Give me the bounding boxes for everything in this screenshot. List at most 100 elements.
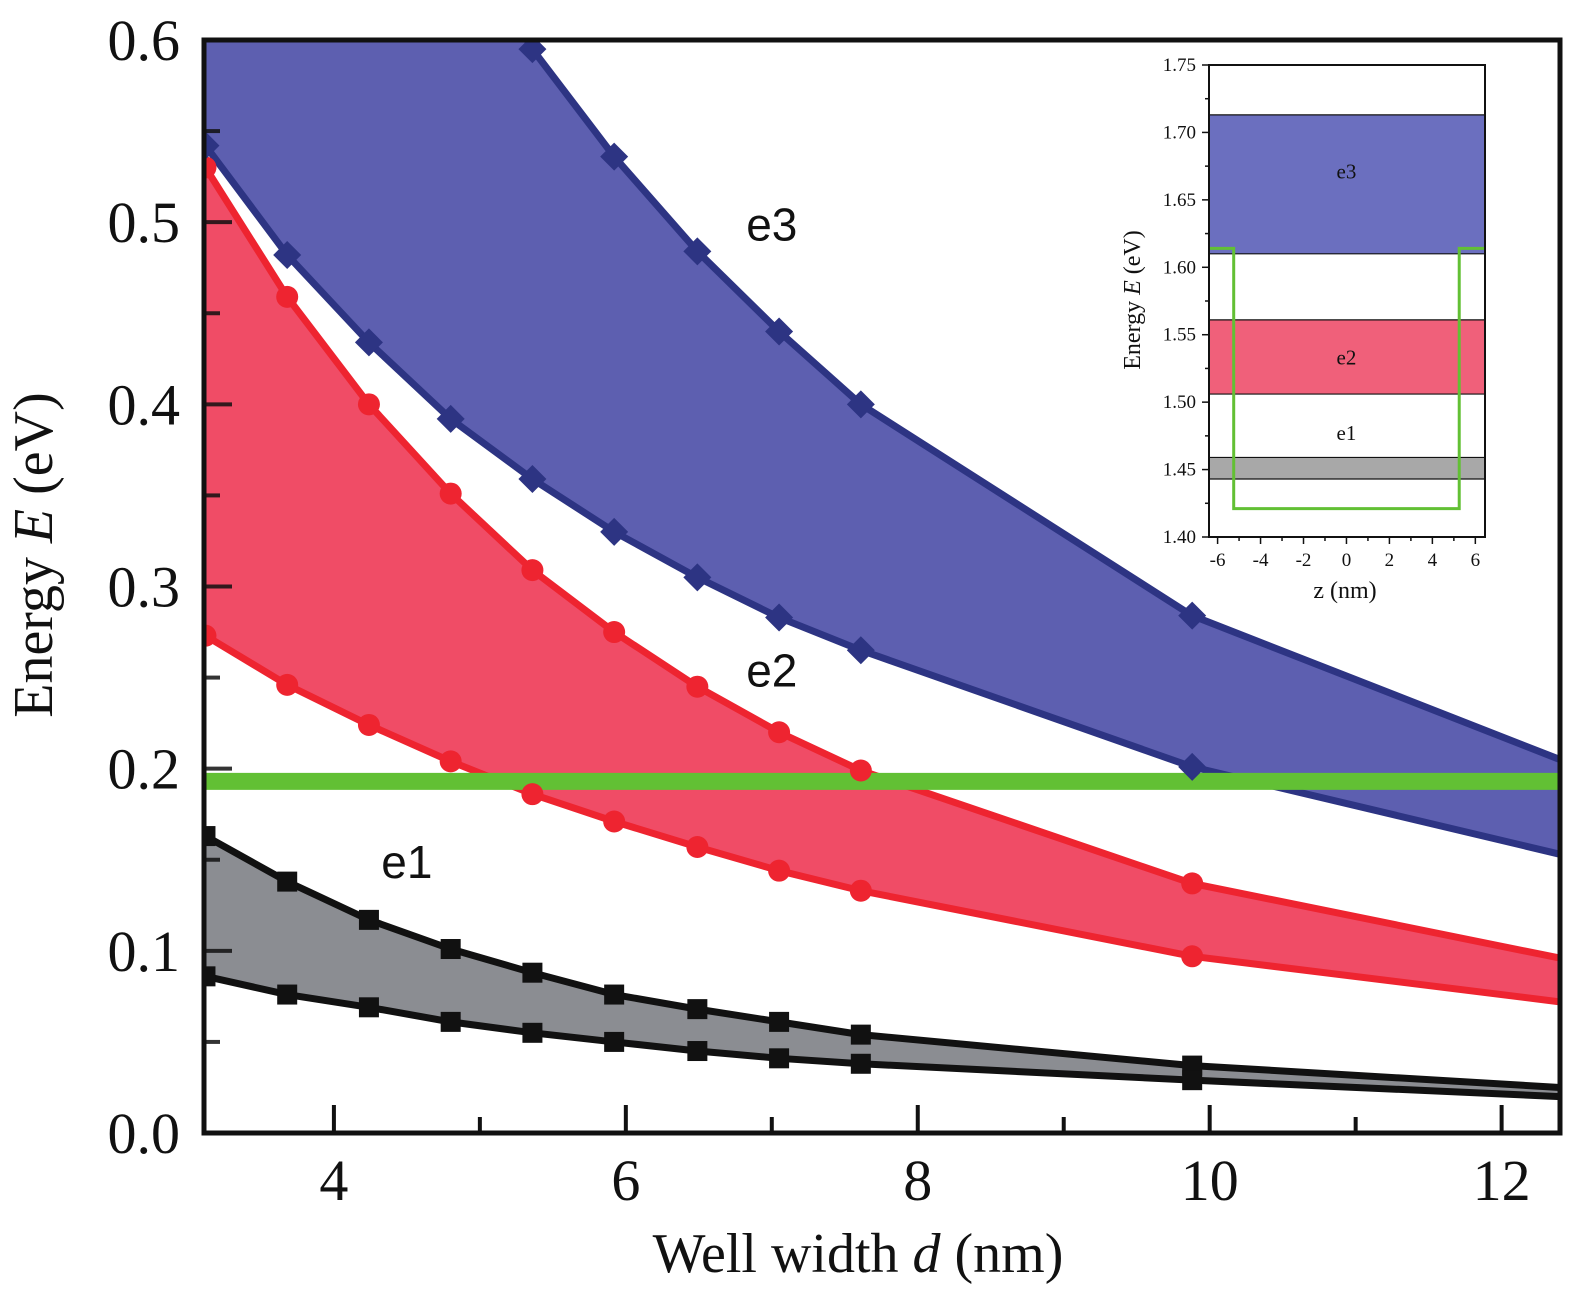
y-tick-label: 0.6 bbox=[108, 8, 181, 73]
data-point-e1-upper bbox=[850, 1024, 871, 1045]
data-point-e3-lower bbox=[354, 328, 383, 357]
x-tick-label: 12 bbox=[1473, 1148, 1531, 1213]
band-label-e2: e2 bbox=[746, 645, 797, 697]
data-point-e1-upper bbox=[358, 909, 379, 930]
data-point-e2-upper bbox=[686, 675, 709, 698]
data-point-e2-upper bbox=[276, 285, 299, 308]
data-point-e2-lower bbox=[204, 624, 217, 647]
data-point-e2-upper bbox=[357, 393, 380, 416]
data-point-e2-upper bbox=[521, 559, 544, 582]
data-point-e1-upper bbox=[204, 826, 216, 847]
inset-band-label-e3: e3 bbox=[1337, 159, 1357, 183]
x-axis-unit: (nm) bbox=[955, 1223, 1064, 1285]
band-label-e3: e3 bbox=[746, 198, 797, 250]
data-point-e1-lower bbox=[850, 1053, 871, 1074]
data-point-e2-lower bbox=[849, 879, 872, 902]
x-tick-label: 8 bbox=[903, 1148, 932, 1213]
inset-y-tick-label: 1.65 bbox=[1163, 190, 1196, 211]
inset-x-tick-label: 2 bbox=[1385, 550, 1395, 571]
y-axis-unit: (eV) bbox=[3, 392, 65, 495]
inset-y-tick-label: 1.70 bbox=[1163, 122, 1196, 143]
y-tick-label: 0.0 bbox=[108, 1101, 181, 1166]
data-point-e3-upper bbox=[1178, 601, 1207, 630]
x-tick-label: 10 bbox=[1181, 1148, 1239, 1213]
inset-y-axis-title: Energy E (eV) bbox=[1120, 230, 1146, 370]
y-axis-var: E bbox=[3, 509, 65, 544]
data-point-e1-lower bbox=[440, 1011, 461, 1032]
data-point-e2-lower bbox=[276, 673, 299, 696]
inset-y-tick-label: 1.50 bbox=[1163, 392, 1196, 413]
x-axis-title: Well width d (nm) bbox=[653, 1223, 1064, 1285]
inset-x-tick-label: -4 bbox=[1253, 550, 1269, 571]
data-point-e3-upper bbox=[683, 237, 712, 266]
data-point-e2-lower bbox=[357, 713, 380, 736]
band-label-e1: e1 bbox=[381, 836, 432, 888]
data-point-e3-lower bbox=[273, 240, 302, 269]
x-tick-label: 4 bbox=[319, 1148, 348, 1213]
inset-y-axis-var: E bbox=[1120, 280, 1146, 296]
inset-band-label-e2: e2 bbox=[1337, 345, 1357, 369]
inset-x-tick-label: -6 bbox=[1210, 550, 1226, 571]
inset-y-tick-label: 1.40 bbox=[1163, 527, 1196, 548]
data-point-e3-upper bbox=[765, 317, 794, 346]
data-point-e1-upper bbox=[522, 962, 543, 983]
inset-x-tick-label: 0 bbox=[1342, 550, 1352, 571]
band-fill-e3 bbox=[205, 40, 1560, 855]
inset-plot: -6 -4 -2 0 2 4 6 1.40 1.45 1.50 1.55 1.60 1.65 1.70 1.… bbox=[1120, 55, 1486, 604]
x-axis-var: d bbox=[913, 1223, 942, 1285]
inset-x-tick-label: 4 bbox=[1428, 550, 1438, 571]
inset-y-axis-unit: (eV) bbox=[1120, 230, 1146, 274]
data-point-e2-upper bbox=[204, 156, 217, 179]
data-point-e1-lower bbox=[604, 1031, 625, 1052]
y-axis-title: Energy E (eV) bbox=[3, 392, 65, 718]
data-point-e3-lower bbox=[765, 603, 794, 632]
inset-well-profile bbox=[1209, 246, 1485, 511]
data-point-e1-lower bbox=[204, 966, 216, 987]
data-point-e1-lower bbox=[358, 997, 379, 1018]
inset-y-tick-label: 1.75 bbox=[1163, 55, 1196, 76]
data-point-e2-upper bbox=[603, 621, 626, 644]
inset-y-tick-label: 1.60 bbox=[1163, 257, 1196, 278]
data-point-e2-upper bbox=[1181, 872, 1204, 895]
data-point-e3-lower bbox=[683, 563, 712, 592]
data-point-e1-lower bbox=[769, 1048, 790, 1069]
inset-x-tick-label: 6 bbox=[1471, 550, 1481, 571]
data-point-e3-upper bbox=[600, 142, 629, 171]
y-tick-label: 0.2 bbox=[108, 737, 181, 802]
y-tick-label: 0.1 bbox=[108, 919, 181, 984]
data-point-e1-upper bbox=[604, 984, 625, 1005]
band-fill-e2 bbox=[205, 167, 1560, 1002]
data-point-e3-lower bbox=[518, 465, 547, 494]
inset-y-tick-label: 1.55 bbox=[1163, 325, 1196, 346]
data-point-e1-lower bbox=[277, 984, 298, 1005]
data-point-e2-lower bbox=[439, 750, 462, 773]
y-tick-label: 0.3 bbox=[108, 555, 181, 620]
data-point-e3-lower bbox=[204, 131, 220, 160]
data-point-e1-lower bbox=[1182, 1070, 1203, 1091]
data-point-e2-upper bbox=[768, 721, 791, 744]
y-tick-label: 0.5 bbox=[108, 190, 181, 255]
data-point-e3-lower bbox=[1178, 752, 1207, 781]
y-tick-label: 0.4 bbox=[108, 372, 181, 437]
data-point-e1-upper bbox=[277, 871, 298, 892]
data-point-e3-upper bbox=[518, 40, 547, 64]
data-point-e2-lower bbox=[768, 859, 791, 882]
data-point-e2-lower bbox=[603, 810, 626, 833]
inset-x-axis-title: z (nm) bbox=[1313, 578, 1376, 604]
inset-band-label-e1: e1 bbox=[1337, 421, 1357, 445]
data-point-e3-lower bbox=[846, 636, 875, 665]
main-plot-area: 4 6 8 10 12 0.0 0.1 0.2 0.3 0.4 0.5 0.6 e3 e2 e1 Well… bbox=[3, 8, 1563, 1285]
data-point-e1-lower bbox=[687, 1041, 708, 1062]
data-point-e2-upper bbox=[849, 759, 872, 782]
data-point-e3-upper bbox=[846, 390, 875, 419]
data-point-e3-lower bbox=[600, 517, 629, 546]
data-point-e3-lower bbox=[436, 404, 465, 433]
data-point-e2-upper bbox=[439, 482, 462, 505]
inset-y-tick-label: 1.45 bbox=[1163, 460, 1196, 481]
inset-x-tick-label: -2 bbox=[1296, 550, 1312, 571]
data-point-e1-upper bbox=[687, 999, 708, 1020]
data-point-e1-upper bbox=[440, 939, 461, 960]
inset-band-e2 bbox=[1209, 319, 1485, 395]
data-point-e2-lower bbox=[521, 783, 544, 806]
